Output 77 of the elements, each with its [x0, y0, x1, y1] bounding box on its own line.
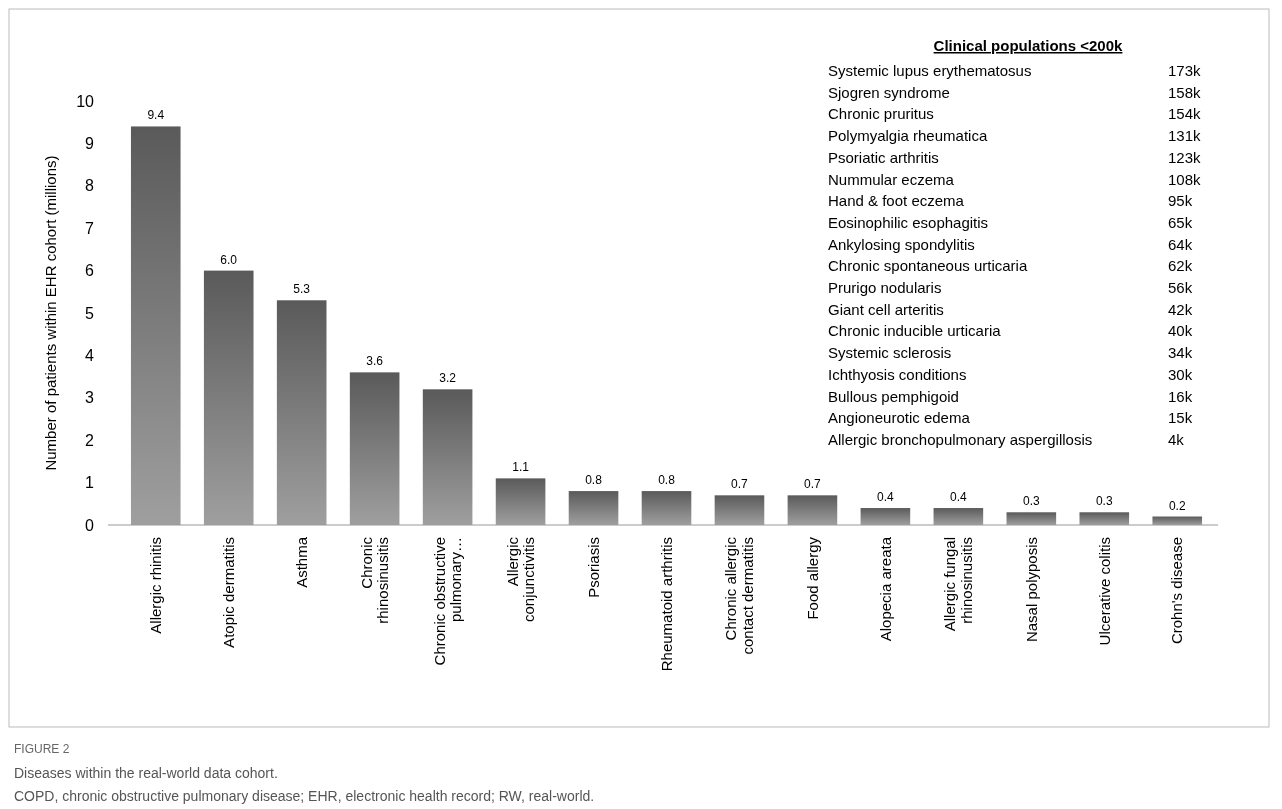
text: Ankylosing spondylitis 64k [828, 235, 1193, 253]
data-label: 0.7 [731, 477, 749, 492]
bar [130, 126, 181, 525]
x-tick-label: Food allergy [803, 536, 821, 620]
y-tick-label: 3 [85, 389, 95, 407]
data-label: 0.4 [950, 490, 968, 505]
y-tick-label: 6 [85, 262, 95, 280]
x-tick-label: Allergic rhinitis [147, 537, 164, 634]
text: Angioneurotic edema 15k [828, 409, 1193, 427]
bar [1006, 512, 1057, 525]
text: FIGURE 2 [14, 742, 70, 756]
bar [1079, 512, 1130, 525]
x-tick-label: Chronic allergic contact dermatitis [722, 536, 756, 655]
data-label: 0.3 [1095, 494, 1113, 509]
text: Psoriatic arthritis 123k [828, 148, 1201, 166]
bar [276, 300, 327, 525]
y-tick-label: 5 [85, 304, 95, 322]
y-tick-label: 7 [85, 219, 95, 237]
x-tick-label: Chronic rhinosinusitis [357, 536, 392, 624]
bar [787, 495, 838, 525]
text: Polymyalgia rheumatica 131k [828, 127, 1201, 145]
data-label: 6.0 [220, 252, 238, 267]
x-tick-label: Allergic fungal rhinosinusitis [941, 537, 975, 632]
x-tick-label: Crohn's disease [1168, 537, 1186, 645]
text: Systemic sclerosis 34k [828, 344, 1193, 362]
text: Ichthyosis conditions 30k [828, 365, 1193, 383]
data-label: 3.2 [439, 371, 457, 386]
x-tick-label: Alopecia areata [876, 536, 894, 642]
x-tick-label: Asthma [292, 536, 310, 588]
bar [495, 478, 546, 525]
data-label: 0.7 [804, 477, 822, 492]
text: Giant cell arteritis 42k [828, 300, 1193, 318]
text: Chronic spontaneous urticaria 62k [828, 257, 1193, 275]
text: Eosinophilic esophagitis 65k [828, 213, 1193, 231]
y-axis-title: Number of patients within EHR cohort (millions) [42, 155, 59, 471]
y-tick-label: 1 [85, 474, 95, 492]
data-label: 0.8 [658, 473, 676, 488]
data-label: 3.6 [366, 354, 384, 369]
text: Hand & foot eczema 95k [828, 192, 1193, 210]
bar [203, 270, 254, 525]
data-label: 5.3 [293, 282, 311, 297]
text: Prurigo nodularis 56k [828, 279, 1193, 296]
bar [714, 495, 765, 525]
bar [933, 508, 984, 525]
text: Chronic inducible urticaria 40k [828, 322, 1193, 340]
data-label: 0.3 [1022, 494, 1040, 509]
bar [641, 491, 692, 525]
data-label: 0.4 [877, 490, 895, 505]
x-tick-label: Atopic dermatitis [219, 537, 237, 648]
text: Diseases within the real-world data cohort. [14, 765, 278, 781]
y-tick-label: 9 [85, 135, 95, 152]
text: Clinical populations <200k [933, 37, 1124, 54]
data-label: 0.8 [585, 473, 603, 488]
bar [349, 372, 400, 525]
x-tick-label: Psoriasis [584, 537, 602, 598]
x-tick-label: Chronic obstructive pulmonary… [430, 537, 465, 666]
y-tick-label: 0 [85, 516, 95, 534]
y-tick-label: 2 [85, 431, 95, 449]
text: Sjogren syndrome 158k [828, 83, 1201, 101]
data-label: 0.2 [1168, 498, 1186, 513]
x-tick-label: Rheumatoid arthritis [657, 537, 675, 672]
y-tick-label: 4 [85, 347, 95, 364]
bar [422, 389, 473, 525]
y-tick-label: 8 [85, 177, 95, 195]
data-label: 9.4 [147, 108, 165, 123]
text: Bullous pemphigoid 16k [828, 387, 1193, 405]
bar [860, 508, 911, 525]
x-tick-label: Ulcerative colitis [1095, 537, 1113, 646]
text: Chronic pruritus 154k [828, 105, 1201, 123]
text: Allergic bronchopulmonary aspergillosis 4k [828, 430, 1184, 448]
text: Nummular eczema 108k [828, 170, 1201, 188]
text: Systemic lupus erythematosus 173k [828, 62, 1201, 79]
bar [568, 491, 619, 525]
data-label: 1.1 [512, 460, 530, 475]
x-tick-label: Nasal polyposis [1022, 537, 1040, 643]
text: COPD, chronic obstructive pulmonary disease; EHR, electronic health record; RW, real-world. [14, 788, 595, 804]
y-tick-label: 10 [76, 92, 95, 110]
